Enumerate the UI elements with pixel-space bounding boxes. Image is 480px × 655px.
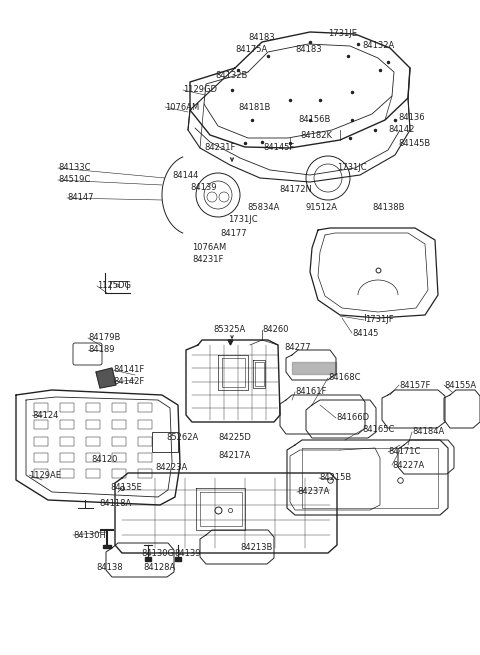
Bar (152, 432, 178, 452)
Text: 84183: 84183 (295, 45, 322, 54)
Bar (60, 453, 74, 462)
Bar (138, 453, 152, 462)
Text: 85262A: 85262A (166, 432, 198, 441)
Bar (86, 420, 100, 429)
Text: 1076AM: 1076AM (165, 102, 199, 111)
Bar (112, 453, 126, 462)
Text: 84227A: 84227A (392, 460, 424, 470)
Polygon shape (96, 368, 116, 388)
Bar (112, 469, 126, 478)
Text: 85325A: 85325A (213, 326, 245, 335)
Text: 84217A: 84217A (218, 451, 250, 460)
Text: 84128A: 84128A (143, 563, 175, 572)
Text: 84165C: 84165C (362, 426, 395, 434)
Polygon shape (292, 362, 336, 374)
Bar (175, 557, 181, 561)
Text: 84145F: 84145F (263, 143, 294, 153)
Text: 84225D: 84225D (218, 432, 251, 441)
Bar (138, 437, 152, 446)
Text: 84132A: 84132A (362, 41, 394, 50)
Bar (60, 469, 74, 478)
Text: 84277: 84277 (284, 343, 311, 352)
Text: 84161F: 84161F (295, 388, 326, 396)
Text: 84120: 84120 (91, 455, 118, 464)
Text: 1129GD: 1129GD (183, 86, 217, 94)
Text: 84144: 84144 (172, 170, 198, 179)
Text: 84142: 84142 (388, 126, 414, 134)
Text: 1125DG: 1125DG (97, 282, 131, 291)
Text: 84179B: 84179B (88, 333, 120, 343)
Text: 84172N: 84172N (279, 185, 312, 195)
Text: 1731JC: 1731JC (228, 215, 258, 225)
Text: 84260: 84260 (262, 326, 288, 335)
Text: 84156B: 84156B (298, 115, 330, 124)
Text: 1129AE: 1129AE (29, 470, 61, 479)
Bar (34, 437, 48, 446)
Text: 84138B: 84138B (372, 202, 405, 212)
Text: 84168C: 84168C (328, 373, 360, 383)
Text: 84519C: 84519C (58, 176, 90, 185)
Text: 84237A: 84237A (297, 487, 329, 496)
Text: 84136: 84136 (398, 113, 425, 121)
Bar (112, 420, 126, 429)
Text: 84139: 84139 (190, 183, 216, 193)
Text: 84181B: 84181B (238, 102, 270, 111)
Text: 84139: 84139 (174, 548, 201, 557)
Bar (86, 403, 100, 412)
Text: 84213B: 84213B (240, 542, 272, 552)
Text: 84132B: 84132B (215, 71, 247, 79)
Text: 84175A: 84175A (235, 45, 267, 54)
Bar (145, 557, 151, 561)
Bar (34, 469, 48, 478)
Bar (103, 545, 111, 548)
Text: 84141F: 84141F (113, 365, 144, 375)
Text: 84118A: 84118A (99, 500, 131, 508)
Text: 84155A: 84155A (444, 381, 476, 390)
Text: 84231F: 84231F (192, 255, 223, 265)
Bar (112, 437, 126, 446)
Text: 84157F: 84157F (399, 381, 431, 390)
Bar (60, 420, 74, 429)
Text: 1731JF: 1731JF (365, 316, 394, 324)
Text: 84183: 84183 (248, 33, 275, 43)
Bar (34, 420, 48, 429)
Text: 1731JE: 1731JE (328, 29, 357, 37)
Text: 84171C: 84171C (388, 447, 420, 457)
Text: 84145B: 84145B (398, 138, 430, 147)
Bar (138, 469, 152, 478)
Bar (138, 403, 152, 412)
Bar (86, 453, 100, 462)
Text: 84166D: 84166D (336, 413, 369, 422)
Text: 84215B: 84215B (319, 474, 351, 483)
Text: 84182K: 84182K (300, 130, 332, 140)
Text: 1731JC: 1731JC (337, 162, 367, 172)
Text: 84184A: 84184A (412, 428, 444, 436)
Text: 84133C: 84133C (58, 164, 91, 172)
Text: 84231F: 84231F (204, 143, 235, 153)
Bar (86, 437, 100, 446)
Bar (138, 420, 152, 429)
Text: 84147: 84147 (67, 193, 94, 202)
Text: 84135E: 84135E (110, 483, 142, 491)
Bar (60, 403, 74, 412)
Text: 84130G: 84130G (141, 548, 174, 557)
Text: 84223A: 84223A (155, 464, 187, 472)
Text: 84130H: 84130H (73, 531, 106, 540)
Bar (86, 469, 100, 478)
Text: 84124: 84124 (32, 411, 59, 419)
Bar (34, 453, 48, 462)
Text: 84142F: 84142F (113, 377, 144, 386)
Text: 84189: 84189 (88, 345, 115, 354)
Text: 91512A: 91512A (306, 202, 338, 212)
Text: 84145: 84145 (352, 329, 378, 337)
Text: 84138: 84138 (96, 563, 122, 572)
Text: 1076AM: 1076AM (192, 242, 226, 252)
Bar (112, 403, 126, 412)
Bar (34, 403, 48, 412)
Text: 85834A: 85834A (247, 202, 279, 212)
Bar (60, 437, 74, 446)
Text: 84177: 84177 (220, 229, 247, 238)
